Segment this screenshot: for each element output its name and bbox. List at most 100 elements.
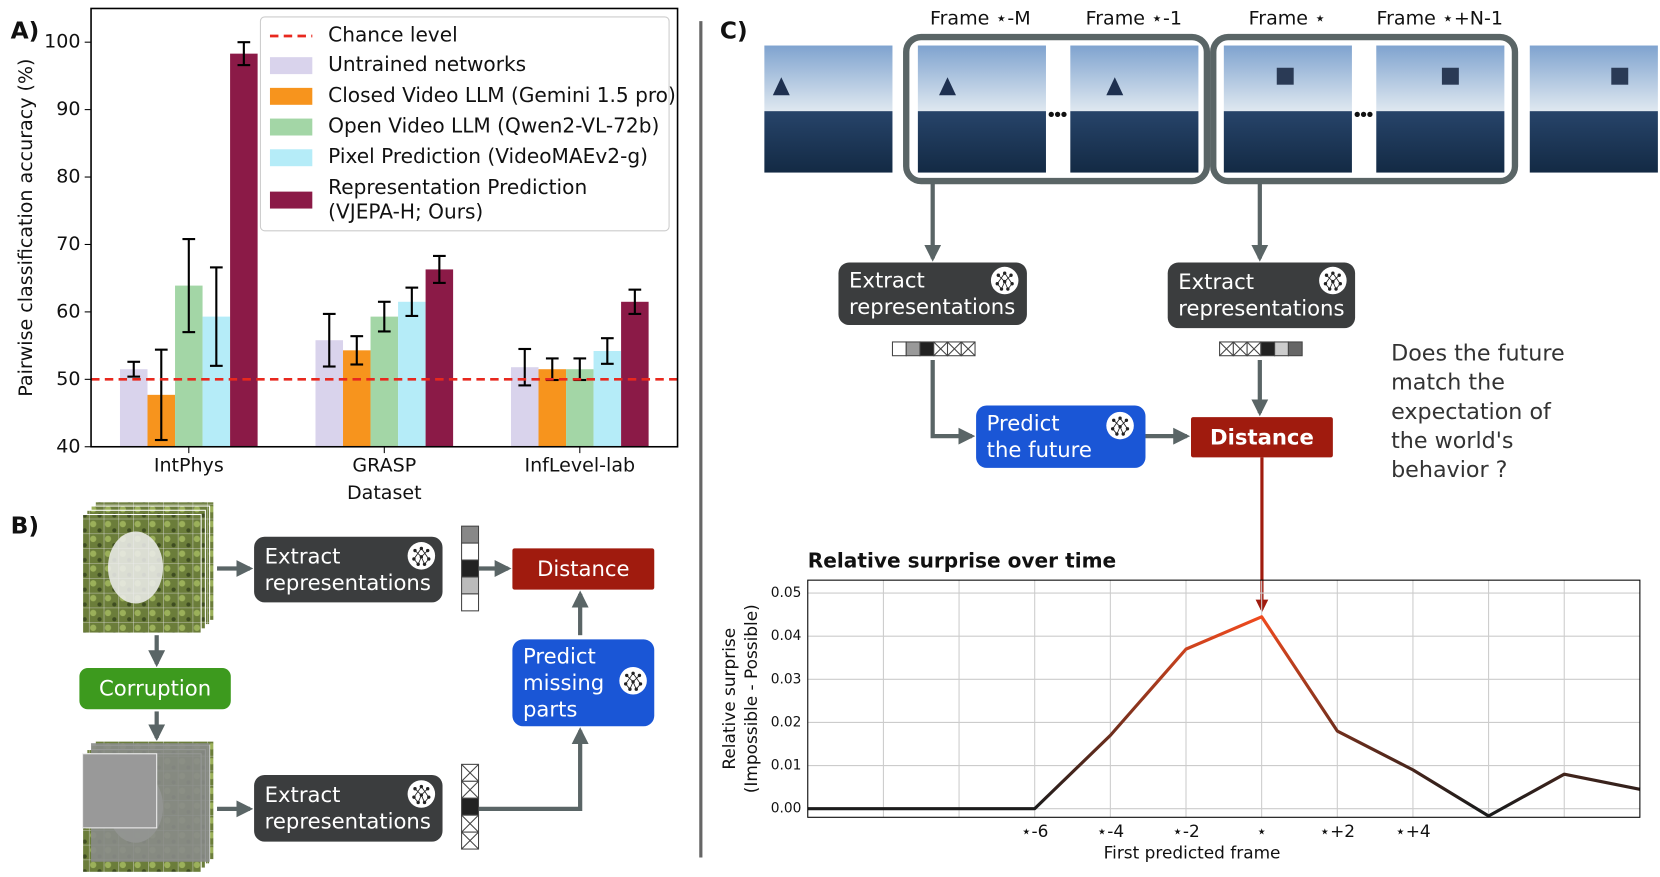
icon-edges xyxy=(413,786,430,803)
vector-cell xyxy=(1287,341,1303,357)
y-tick-label: 50 xyxy=(56,368,80,390)
legend-swatch xyxy=(269,57,313,75)
y-tick-label: 0.02 xyxy=(771,714,802,730)
x-tick-label: ⋆-2 xyxy=(1172,821,1199,841)
legend-label: Representation Prediction (VJEPA-H; Ours) xyxy=(328,174,587,222)
icon-edges xyxy=(413,548,430,565)
icon-edges xyxy=(996,272,1013,290)
y-tick-label: 70 xyxy=(56,233,80,255)
box-label: Extract representations xyxy=(1178,269,1344,320)
frame-sea xyxy=(1223,111,1352,173)
vector-cell xyxy=(461,576,480,595)
masked-cell xyxy=(1232,341,1248,357)
bar xyxy=(538,369,567,447)
network-icon xyxy=(407,780,436,808)
bar xyxy=(119,369,148,447)
frame-sky xyxy=(1070,45,1199,112)
network-icon xyxy=(1319,266,1347,295)
frame-outline xyxy=(1210,33,1519,185)
ellipsis-dot xyxy=(1354,111,1360,117)
masked-cell xyxy=(947,341,962,357)
vector-cell xyxy=(905,341,921,357)
y-tick-label: 0.00 xyxy=(771,801,802,817)
network-icon xyxy=(619,666,647,695)
ellipsis-dot xyxy=(1360,111,1367,117)
error-bar xyxy=(154,348,168,442)
vector-cell xyxy=(1260,341,1276,357)
y-tick-label: 0.04 xyxy=(771,628,802,644)
object xyxy=(1611,67,1629,85)
y-axis-label: Pairwise classification accuracy (%) xyxy=(15,59,37,397)
icon-edges xyxy=(1324,272,1341,290)
panel-label: A) xyxy=(11,17,40,44)
frame-sky xyxy=(1376,45,1505,112)
frame-sky xyxy=(917,45,1046,112)
vector-cell xyxy=(461,542,480,561)
icon-edges xyxy=(1112,417,1129,435)
vector-cell xyxy=(461,559,480,578)
image-subject xyxy=(107,531,164,604)
masked-cell xyxy=(461,831,479,850)
box xyxy=(512,639,655,727)
bar xyxy=(230,53,258,447)
arrows xyxy=(148,181,1269,818)
box xyxy=(976,405,1146,468)
vector-cell xyxy=(461,797,480,816)
frame-label: Frame ⋆+N-1 xyxy=(1377,8,1504,30)
error-bar xyxy=(432,254,446,284)
error-bar xyxy=(350,335,364,366)
box-label: Predict missing parts xyxy=(523,643,604,721)
box xyxy=(254,536,443,603)
legend-swatch xyxy=(269,118,313,136)
box-label: Extract representations xyxy=(265,782,431,833)
network-icon xyxy=(407,542,436,570)
legend-label: Open Video LLM (Qwen2-VL-72b) xyxy=(328,114,659,138)
x-tick-label: ⋆+2 xyxy=(1320,821,1356,841)
bar xyxy=(343,350,371,447)
frame-sea xyxy=(1529,111,1658,173)
x-tick-label: ⋆-6 xyxy=(1021,821,1048,841)
frame-sky xyxy=(764,45,893,112)
network-icon xyxy=(1106,411,1134,440)
error-bar xyxy=(377,300,391,333)
frame-label: Frame ⋆-1 xyxy=(1086,8,1182,30)
error-bar xyxy=(405,286,419,318)
error-bar xyxy=(322,312,336,368)
box xyxy=(1167,262,1356,329)
box-label: Predict the future xyxy=(987,411,1092,462)
icon-edges xyxy=(625,673,642,690)
error-bar xyxy=(237,41,251,67)
question: Does the future match the expectation of th… xyxy=(1391,340,1565,482)
masked-cell xyxy=(933,341,948,357)
frame-sea xyxy=(1070,111,1199,173)
vector-cell xyxy=(891,341,907,357)
legend-box xyxy=(259,16,670,232)
line xyxy=(807,615,1641,818)
masked-cell xyxy=(1219,341,1234,357)
box xyxy=(79,668,231,710)
vector-cell xyxy=(919,341,935,357)
object xyxy=(1106,77,1124,96)
ellipsis-dot xyxy=(1054,111,1061,117)
bar xyxy=(425,269,454,447)
legend-swatch xyxy=(269,149,313,167)
x-tick-label: ⋆-4 xyxy=(1097,821,1124,841)
y-axis-label: Relative surprise (Impossible - Possible) xyxy=(719,604,761,793)
frame-sky xyxy=(1529,45,1658,112)
y-tick-label: 0.03 xyxy=(771,671,802,687)
box xyxy=(838,262,1027,326)
error-bar xyxy=(182,238,196,334)
mask xyxy=(82,753,158,829)
axes-frame xyxy=(90,7,679,448)
legend-swatch xyxy=(269,87,313,105)
x-tick-label: ⋆+4 xyxy=(1395,821,1431,841)
frame-label: Frame ⋆ xyxy=(1249,8,1326,30)
box-label: Distance xyxy=(537,556,630,581)
legend-label: Closed Video LLM (Gemini 1.5 pro) xyxy=(328,83,676,107)
object xyxy=(1276,67,1294,85)
frame-sea xyxy=(764,111,893,173)
box xyxy=(254,774,443,842)
network-icon xyxy=(990,266,1019,295)
chart-title: Relative surprise over time xyxy=(808,549,1116,573)
